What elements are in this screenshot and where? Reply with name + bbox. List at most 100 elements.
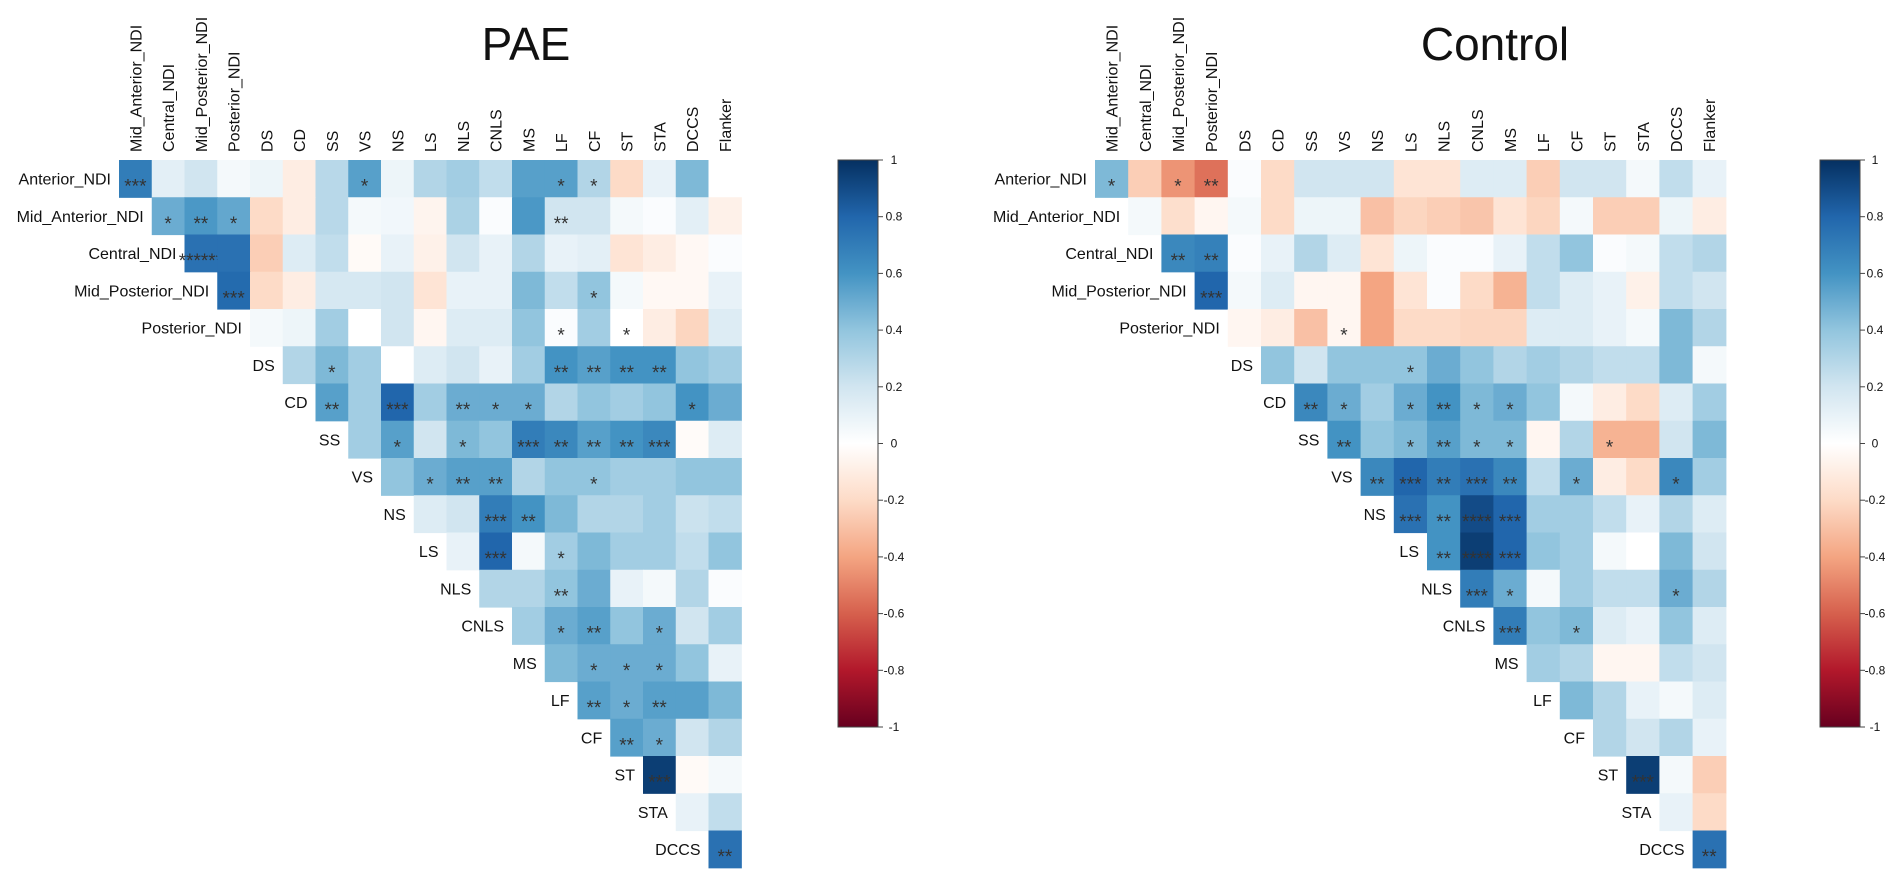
heatmap-cell bbox=[544, 495, 579, 534]
column-label: VS bbox=[1337, 131, 1354, 152]
heatmap-cell bbox=[1526, 346, 1561, 385]
heatmap-cell bbox=[544, 569, 579, 608]
heatmap-cell bbox=[1559, 346, 1594, 385]
heatmap-cell bbox=[1593, 271, 1627, 310]
heatmap-cell bbox=[1626, 309, 1660, 347]
heatmap-cell bbox=[675, 607, 710, 645]
heatmap-cell bbox=[610, 346, 644, 385]
heatmap-cell bbox=[610, 160, 644, 198]
heatmap-cell bbox=[512, 234, 546, 273]
heatmap-cell bbox=[1294, 271, 1328, 310]
row-label: Central_NDI bbox=[88, 246, 176, 263]
heatmap-cell bbox=[282, 309, 317, 347]
column-label: LF bbox=[554, 133, 571, 152]
column-label: Flanker bbox=[1702, 98, 1719, 152]
heatmap-cell bbox=[1626, 532, 1660, 571]
heatmap-cell bbox=[1559, 309, 1594, 347]
heatmap-cell bbox=[512, 569, 546, 608]
column-label: Mid_Posterior_NDI bbox=[194, 17, 211, 152]
heatmap-cell bbox=[577, 458, 611, 496]
heatmap-cell bbox=[1692, 681, 1727, 720]
row-label: NLS bbox=[1421, 581, 1452, 598]
row-label: MS bbox=[513, 656, 537, 673]
heatmap-cell bbox=[1526, 160, 1561, 198]
heatmap-cell bbox=[1626, 495, 1660, 534]
colorbar-tick-label: -0.2 bbox=[1865, 493, 1886, 507]
heatmap-cell bbox=[217, 197, 251, 236]
heatmap-cell bbox=[1626, 569, 1660, 608]
row-label: Mid_Anterior_NDI bbox=[17, 209, 144, 226]
column-label: Posterior_NDI bbox=[1204, 52, 1221, 152]
significance-label: * bbox=[590, 288, 598, 309]
heatmap-cell bbox=[446, 234, 480, 273]
heatmap-cell bbox=[1692, 644, 1727, 683]
heatmap-cell bbox=[675, 309, 710, 347]
heatmap-cell bbox=[610, 607, 644, 645]
heatmap-cell bbox=[413, 458, 448, 496]
significance-label: * bbox=[1407, 400, 1415, 421]
heatmap-cell bbox=[1593, 160, 1627, 198]
colorbar-tick-label: 0.4 bbox=[886, 323, 903, 337]
heatmap-cell bbox=[1526, 495, 1561, 534]
heatmap-cell bbox=[1460, 197, 1494, 236]
row-label: CD bbox=[1263, 395, 1286, 412]
heatmap-cell bbox=[1559, 271, 1594, 310]
heatmap-cell bbox=[1460, 458, 1494, 496]
heatmap-cell bbox=[1626, 234, 1660, 273]
heatmap-cell bbox=[1227, 271, 1262, 310]
heatmap-cell bbox=[1659, 346, 1694, 385]
heatmap-cell bbox=[1393, 420, 1428, 459]
heatmap-cell bbox=[1526, 420, 1561, 459]
heatmap-cell bbox=[1427, 420, 1461, 459]
colorbar-tick-label: -0.4 bbox=[884, 550, 905, 564]
heatmap-cell bbox=[1659, 458, 1694, 496]
heatmap-cell bbox=[1493, 346, 1528, 385]
heatmap-cell bbox=[643, 234, 677, 273]
heatmap-cell bbox=[413, 420, 448, 459]
significance-label: *** bbox=[1499, 549, 1522, 570]
heatmap-cell bbox=[610, 644, 644, 683]
heatmap-cell bbox=[1393, 458, 1428, 496]
heatmap-cell bbox=[643, 271, 677, 310]
heatmap-cell bbox=[446, 271, 480, 310]
heatmap-cell bbox=[1526, 458, 1561, 496]
column-label: LS bbox=[1403, 132, 1420, 152]
row-label: CF bbox=[581, 730, 603, 747]
heatmap-cell bbox=[708, 681, 742, 720]
colorbar-tick-label: -0.4 bbox=[1865, 550, 1886, 564]
significance-label: * bbox=[1573, 475, 1581, 496]
heatmap-cell bbox=[348, 420, 382, 459]
heatmap-cell bbox=[1327, 234, 1362, 273]
heatmap-cell bbox=[1659, 383, 1694, 422]
heatmap-cell bbox=[544, 420, 579, 459]
heatmap-cell bbox=[1593, 234, 1627, 273]
row-label: Anterior_NDI bbox=[995, 172, 1087, 189]
heatmap-cell bbox=[675, 756, 710, 794]
column-label: STA bbox=[1636, 122, 1653, 152]
heatmap-cell bbox=[348, 383, 382, 422]
heatmap-cell bbox=[544, 197, 579, 236]
heatmap-cell bbox=[512, 420, 546, 459]
heatmap-cell bbox=[675, 234, 710, 273]
heatmap-cell bbox=[577, 160, 611, 198]
heatmap-cell bbox=[1360, 383, 1395, 422]
heatmap-cell bbox=[1493, 271, 1528, 310]
colorbar-tick-label: -0.8 bbox=[884, 663, 905, 677]
heatmap-cell bbox=[1593, 718, 1627, 757]
heatmap-cell bbox=[282, 234, 317, 273]
column-label: NS bbox=[1370, 130, 1387, 152]
heatmap-cell bbox=[348, 197, 382, 236]
heatmap-cell bbox=[1427, 458, 1461, 496]
heatmap-cell bbox=[610, 532, 644, 571]
significance-label: *** bbox=[1499, 512, 1522, 533]
heatmap-cell bbox=[1161, 197, 1196, 236]
heatmap-cell bbox=[512, 271, 546, 310]
heatmap-cell bbox=[708, 383, 742, 422]
heatmap-cell bbox=[1493, 495, 1528, 534]
heatmap-cell bbox=[282, 346, 317, 385]
heatmap-cell bbox=[1626, 644, 1660, 683]
heatmap-cell bbox=[544, 346, 579, 385]
heatmap-cell bbox=[1626, 681, 1660, 720]
significance-label: * bbox=[1407, 363, 1415, 384]
heatmap-cell bbox=[1626, 346, 1660, 385]
